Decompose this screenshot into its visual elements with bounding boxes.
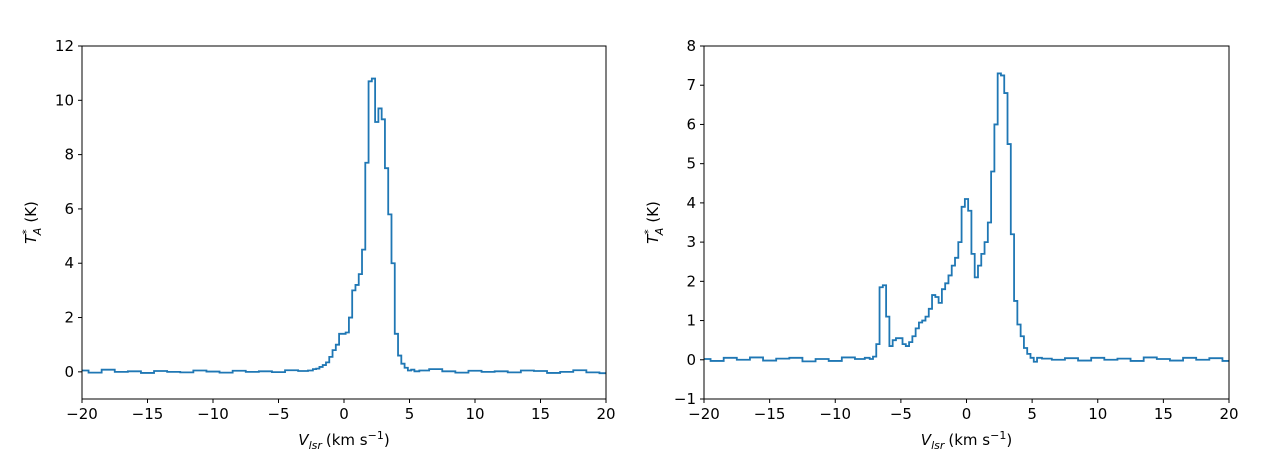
x-tick-label: 0 [339, 405, 349, 423]
axes-frame [81, 45, 607, 400]
label-symbol: V [921, 431, 933, 449]
x-tick-label: −5 [267, 405, 289, 423]
label-subscript: lsr [931, 439, 946, 452]
y-tick-label: 4 [64, 254, 74, 272]
label-subscript: A [31, 228, 44, 237]
x-tick-label: 10 [465, 405, 484, 423]
x-tick-label: 0 [962, 405, 972, 423]
label-unit: (km s [326, 431, 368, 449]
x-tick-label: −10 [197, 405, 229, 423]
label-superscript: * [20, 229, 33, 235]
label-unit: (K) [22, 201, 40, 223]
label-exponent: −1 [990, 429, 1006, 442]
subplot: −20 −15 −10 −5 0 5 10 15 20 0 2 4 6 8 10 12 Vlsr (km s−1)… [20, 37, 616, 452]
y-tick-label: −1 [674, 390, 696, 408]
x-tick-label: −10 [819, 405, 851, 423]
x-tick-label: −20 [66, 405, 98, 423]
label-unit: (K) [644, 201, 662, 223]
y-tick-label: 6 [686, 115, 696, 133]
x-axis-label: Vlsr (km s−1) [298, 429, 389, 452]
x-tick-label: −5 [890, 405, 912, 423]
label-symbol: V [298, 431, 310, 449]
label-exponent: −1 [368, 429, 384, 442]
label-symbol: T [644, 233, 662, 244]
y-tick-label: 4 [686, 194, 696, 212]
y-tick-label: 2 [686, 272, 696, 290]
label-superscript: * [642, 229, 655, 235]
spectrum-line [704, 72, 1229, 363]
y-axis-label: T*A (K) [20, 201, 44, 244]
y-tick-label: 0 [686, 351, 696, 369]
y-tick-label: 8 [686, 37, 696, 55]
y-tick-label: 0 [64, 363, 74, 381]
y-tick-label: 10 [55, 91, 74, 109]
y-tick-label: 6 [64, 200, 74, 218]
axes-frame [703, 45, 1230, 400]
label-subscript: lsr [309, 439, 324, 452]
y-axis-label: T*A (K) [642, 201, 666, 244]
x-tick-label: 5 [405, 405, 415, 423]
label-symbol: T [22, 233, 40, 244]
label-unit-end: ) [1006, 431, 1012, 449]
x-tick-label: −15 [132, 405, 164, 423]
x-tick-label: 20 [596, 405, 615, 423]
label-unit-end: ) [384, 431, 390, 449]
x-tick-label: 10 [1088, 405, 1107, 423]
y-tick-label: 3 [686, 233, 696, 251]
y-tick-label: 2 [64, 309, 74, 327]
label-unit: (km s [948, 431, 990, 449]
y-tick-label: 5 [686, 155, 696, 173]
y-tick-label: 7 [686, 76, 696, 94]
x-tick-label: 15 [1154, 405, 1173, 423]
x-tick-label: 5 [1027, 405, 1037, 423]
x-tick-label: 15 [531, 405, 550, 423]
y-tick-label: 8 [64, 146, 74, 164]
x-tick-label: −20 [688, 405, 720, 423]
spectrum-line [82, 77, 606, 375]
x-tick-label: 20 [1219, 405, 1238, 423]
y-tick-label: 1 [686, 312, 696, 330]
y-tick-label: 12 [55, 37, 74, 55]
x-axis-label: Vlsr (km s−1) [921, 429, 1012, 452]
label-subscript: A [653, 228, 666, 237]
x-tick-label: −15 [754, 405, 786, 423]
